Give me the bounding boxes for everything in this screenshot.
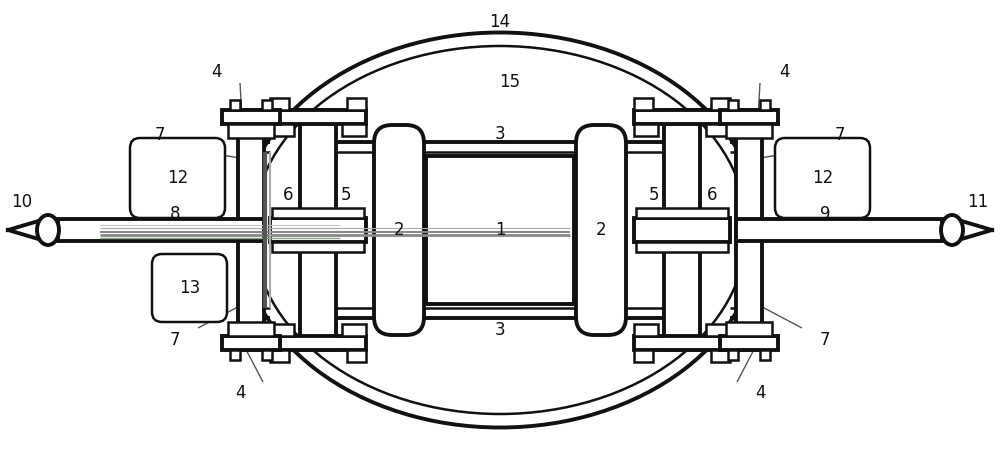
Text: 8: 8: [170, 205, 180, 223]
Text: 3: 3: [495, 321, 505, 339]
Ellipse shape: [37, 215, 59, 245]
FancyBboxPatch shape: [374, 125, 424, 335]
Bar: [347, 98, 366, 110]
Text: 7: 7: [170, 331, 180, 349]
Text: 4: 4: [235, 384, 245, 402]
Bar: [270, 124, 294, 136]
Bar: [270, 350, 289, 362]
Bar: [720, 110, 778, 124]
Text: 15: 15: [499, 73, 521, 91]
Bar: [426, 156, 574, 304]
Bar: [270, 98, 289, 110]
Bar: [636, 208, 728, 218]
Text: 5: 5: [341, 186, 351, 204]
Bar: [342, 324, 366, 336]
Bar: [222, 336, 280, 350]
Bar: [222, 110, 280, 124]
Text: 2: 2: [596, 221, 606, 239]
FancyBboxPatch shape: [775, 138, 870, 218]
Bar: [230, 350, 240, 360]
Text: 11: 11: [967, 193, 989, 211]
Bar: [711, 350, 730, 362]
Bar: [736, 219, 942, 241]
Bar: [760, 350, 770, 360]
Text: 12: 12: [812, 169, 833, 187]
Bar: [58, 219, 264, 241]
Ellipse shape: [240, 33, 760, 427]
Bar: [270, 324, 294, 336]
Ellipse shape: [941, 215, 963, 245]
Bar: [270, 218, 366, 242]
Bar: [726, 124, 772, 138]
Polygon shape: [948, 217, 992, 243]
Text: 7: 7: [820, 331, 830, 349]
Text: 6: 6: [707, 186, 717, 204]
Bar: [270, 336, 366, 350]
Bar: [228, 322, 274, 336]
Bar: [634, 218, 730, 242]
Text: 10: 10: [11, 193, 33, 211]
Text: 4: 4: [211, 63, 221, 81]
Text: 4: 4: [755, 384, 765, 402]
Bar: [728, 100, 738, 110]
Bar: [706, 324, 730, 336]
Bar: [272, 242, 364, 252]
Bar: [736, 110, 762, 350]
Text: 13: 13: [179, 279, 200, 297]
FancyBboxPatch shape: [152, 254, 227, 322]
Bar: [726, 322, 772, 336]
Bar: [634, 324, 658, 336]
Text: 2: 2: [394, 221, 404, 239]
Bar: [760, 100, 770, 110]
Bar: [347, 350, 366, 362]
Text: 7: 7: [835, 126, 845, 144]
Bar: [270, 110, 366, 124]
Text: 12: 12: [167, 169, 188, 187]
Bar: [706, 124, 730, 136]
Bar: [634, 124, 658, 136]
FancyBboxPatch shape: [130, 138, 225, 218]
Bar: [230, 100, 240, 110]
Bar: [720, 336, 778, 350]
Bar: [634, 350, 653, 362]
Bar: [342, 124, 366, 136]
Bar: [728, 350, 738, 360]
FancyBboxPatch shape: [576, 125, 626, 335]
Bar: [634, 98, 653, 110]
Bar: [262, 100, 272, 110]
Text: 3: 3: [495, 125, 505, 143]
Text: 1: 1: [495, 221, 505, 239]
Bar: [634, 110, 730, 124]
Text: 9: 9: [820, 205, 830, 223]
Bar: [272, 208, 364, 218]
Bar: [238, 110, 264, 350]
Bar: [262, 350, 272, 360]
Bar: [711, 98, 730, 110]
Polygon shape: [8, 217, 52, 243]
Bar: [636, 242, 728, 252]
Bar: [228, 124, 274, 138]
Text: 14: 14: [489, 13, 511, 31]
Bar: [300, 110, 336, 350]
Bar: [634, 336, 730, 350]
Bar: [664, 110, 700, 350]
Text: 5: 5: [649, 186, 659, 204]
Text: 7: 7: [155, 126, 165, 144]
Text: 6: 6: [283, 186, 293, 204]
Text: 4: 4: [779, 63, 789, 81]
